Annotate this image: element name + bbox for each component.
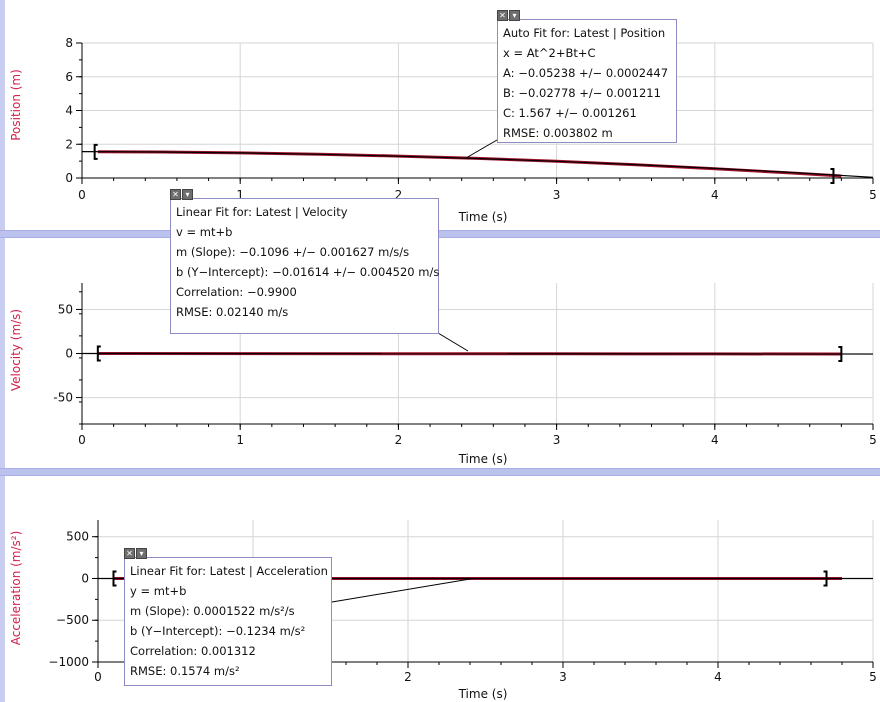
fit-curve-line [81,151,874,178]
y-axis-label: Position (m) [9,69,23,141]
velocity-fit-box[interactable]: ✕ ▾ Linear Fit for: Latest | Velocity v … [170,189,440,334]
y-axis-label: Velocity (m/s) [9,309,23,391]
x-tick-label: 2 [395,433,403,447]
x-tick-label: 3 [553,188,561,202]
velocity-graph[interactable]: -50 0 50 0 1 2 3 4 5 Velocity (m/s) Time (s) [0,238,880,468]
fit-intercept: b (Y−Intercept): −0.01614 +/− 0.004520 m… [176,265,440,279]
x-tick-label: 0 [78,188,86,202]
fit-title: Linear Fit for: Latest | Acceleration [130,564,328,578]
acceleration-fit-box[interactable]: ✕ ▾ Linear Fit for: Latest | Acceleratio… [124,548,332,686]
x-tick-label: 4 [711,433,719,447]
x-tick-label: 1 [236,188,244,202]
fit-correlation: Correlation: 0.001312 [130,644,256,658]
position-fit-box[interactable]: ✕ ▾ Auto Fit for: Latest | Position x = … [497,10,677,143]
y-tick-label: 0 [65,347,73,361]
close-icon[interactable]: ✕ [170,189,181,200]
x-tick-label: 0 [94,670,102,684]
close-icon[interactable]: ✕ [124,548,135,559]
fit-title: Auto Fit for: Latest | Position [503,26,666,40]
fit-box-leader-line [465,139,498,159]
fit-title: Linear Fit for: Latest | Velocity [176,205,348,219]
x-tick-label: 5 [869,188,877,202]
fit-box-controls[interactable]: ✕ ▾ [497,10,520,21]
fit-range-start-bracket [112,570,117,587]
x-tick-label: 5 [869,670,877,684]
fit-range-end-bracket [838,345,843,362]
y-tick-label: 6 [65,70,73,84]
fit-slope: m (Slope): 0.0001522 m/s²/s [130,604,295,618]
fit-correlation: Correlation: −0.9900 [176,285,297,299]
close-icon[interactable]: ✕ [497,10,508,21]
x-axis-label: Time (s) [458,452,508,466]
position-graph[interactable]: 0 2 4 6 8 0 1 2 3 4 5 Position (m) Time (s) [0,0,880,230]
x-axis-label: Time (s) [458,687,508,701]
y-tick-label: 0 [81,571,89,585]
y-tick-label: −500 [56,613,89,627]
x-tick-label: 3 [559,670,567,684]
fit-param-a: A: −0.05238 +/− 0.0002447 [503,66,669,80]
fit-equation: v = mt+b [176,225,233,239]
x-axis-label: Time (s) [458,210,508,224]
fit-box-leader-line [437,332,469,352]
x-tick-label: 1 [236,433,244,447]
y-tick-label: 50 [58,302,73,316]
y-tick-label: -50 [53,391,73,405]
graph-splitter-top[interactable] [0,230,880,238]
fit-box-controls[interactable]: ✕ ▾ [170,189,193,200]
y-tick-label: 2 [65,137,73,151]
fit-curve-line [81,352,874,355]
x-tick-label: 4 [711,188,719,202]
y-tick-label: 4 [65,104,73,118]
x-tick-label: 5 [869,433,877,447]
fit-equation: x = At^2+Bt+C [503,46,596,60]
x-tick-label: 0 [78,433,86,447]
fit-param-c: C: 1.567 +/− 0.001261 [503,106,637,120]
x-tick-label: 2 [395,188,403,202]
graph-splitter-bottom[interactable] [0,468,880,476]
fit-param-b: B: −0.02778 +/− 0.001211 [503,86,661,100]
x-tick-label: 4 [714,670,722,684]
fit-range-start-bracket [96,345,101,362]
x-tick-label: 3 [553,433,561,447]
fit-range-end-bracket [830,167,835,184]
left-edge-strip [0,0,5,702]
y-axis-label: Acceleration (m/s²) [9,531,23,646]
minimize-icon[interactable]: ▾ [182,189,193,200]
y-tick-label: 0 [65,171,73,185]
fit-intercept: b (Y−Intercept): −0.1234 m/s² [130,624,306,638]
fit-rmse: RMSE: 0.02140 m/s [176,305,289,319]
fit-box-controls[interactable]: ✕ ▾ [124,548,147,559]
fit-range-start-bracket [93,143,98,160]
x-tick-label: 2 [404,670,412,684]
fit-range-end-bracket [823,570,828,587]
y-tick-label: 500 [66,530,89,544]
fit-slope: m (Slope): −0.1096 +/− 0.001627 m/s/s [176,245,410,259]
minimize-icon[interactable]: ▾ [136,548,147,559]
y-tick-label: −1000 [48,655,89,669]
minimize-icon[interactable]: ▾ [509,10,520,21]
fit-equation: y = mt+b [130,584,187,598]
y-tick-label: 8 [65,36,73,50]
fit-rmse: RMSE: 0.1574 m/s² [130,664,240,678]
fit-box-leader-line [331,578,471,603]
fit-rmse: RMSE: 0.003802 m [503,126,613,140]
